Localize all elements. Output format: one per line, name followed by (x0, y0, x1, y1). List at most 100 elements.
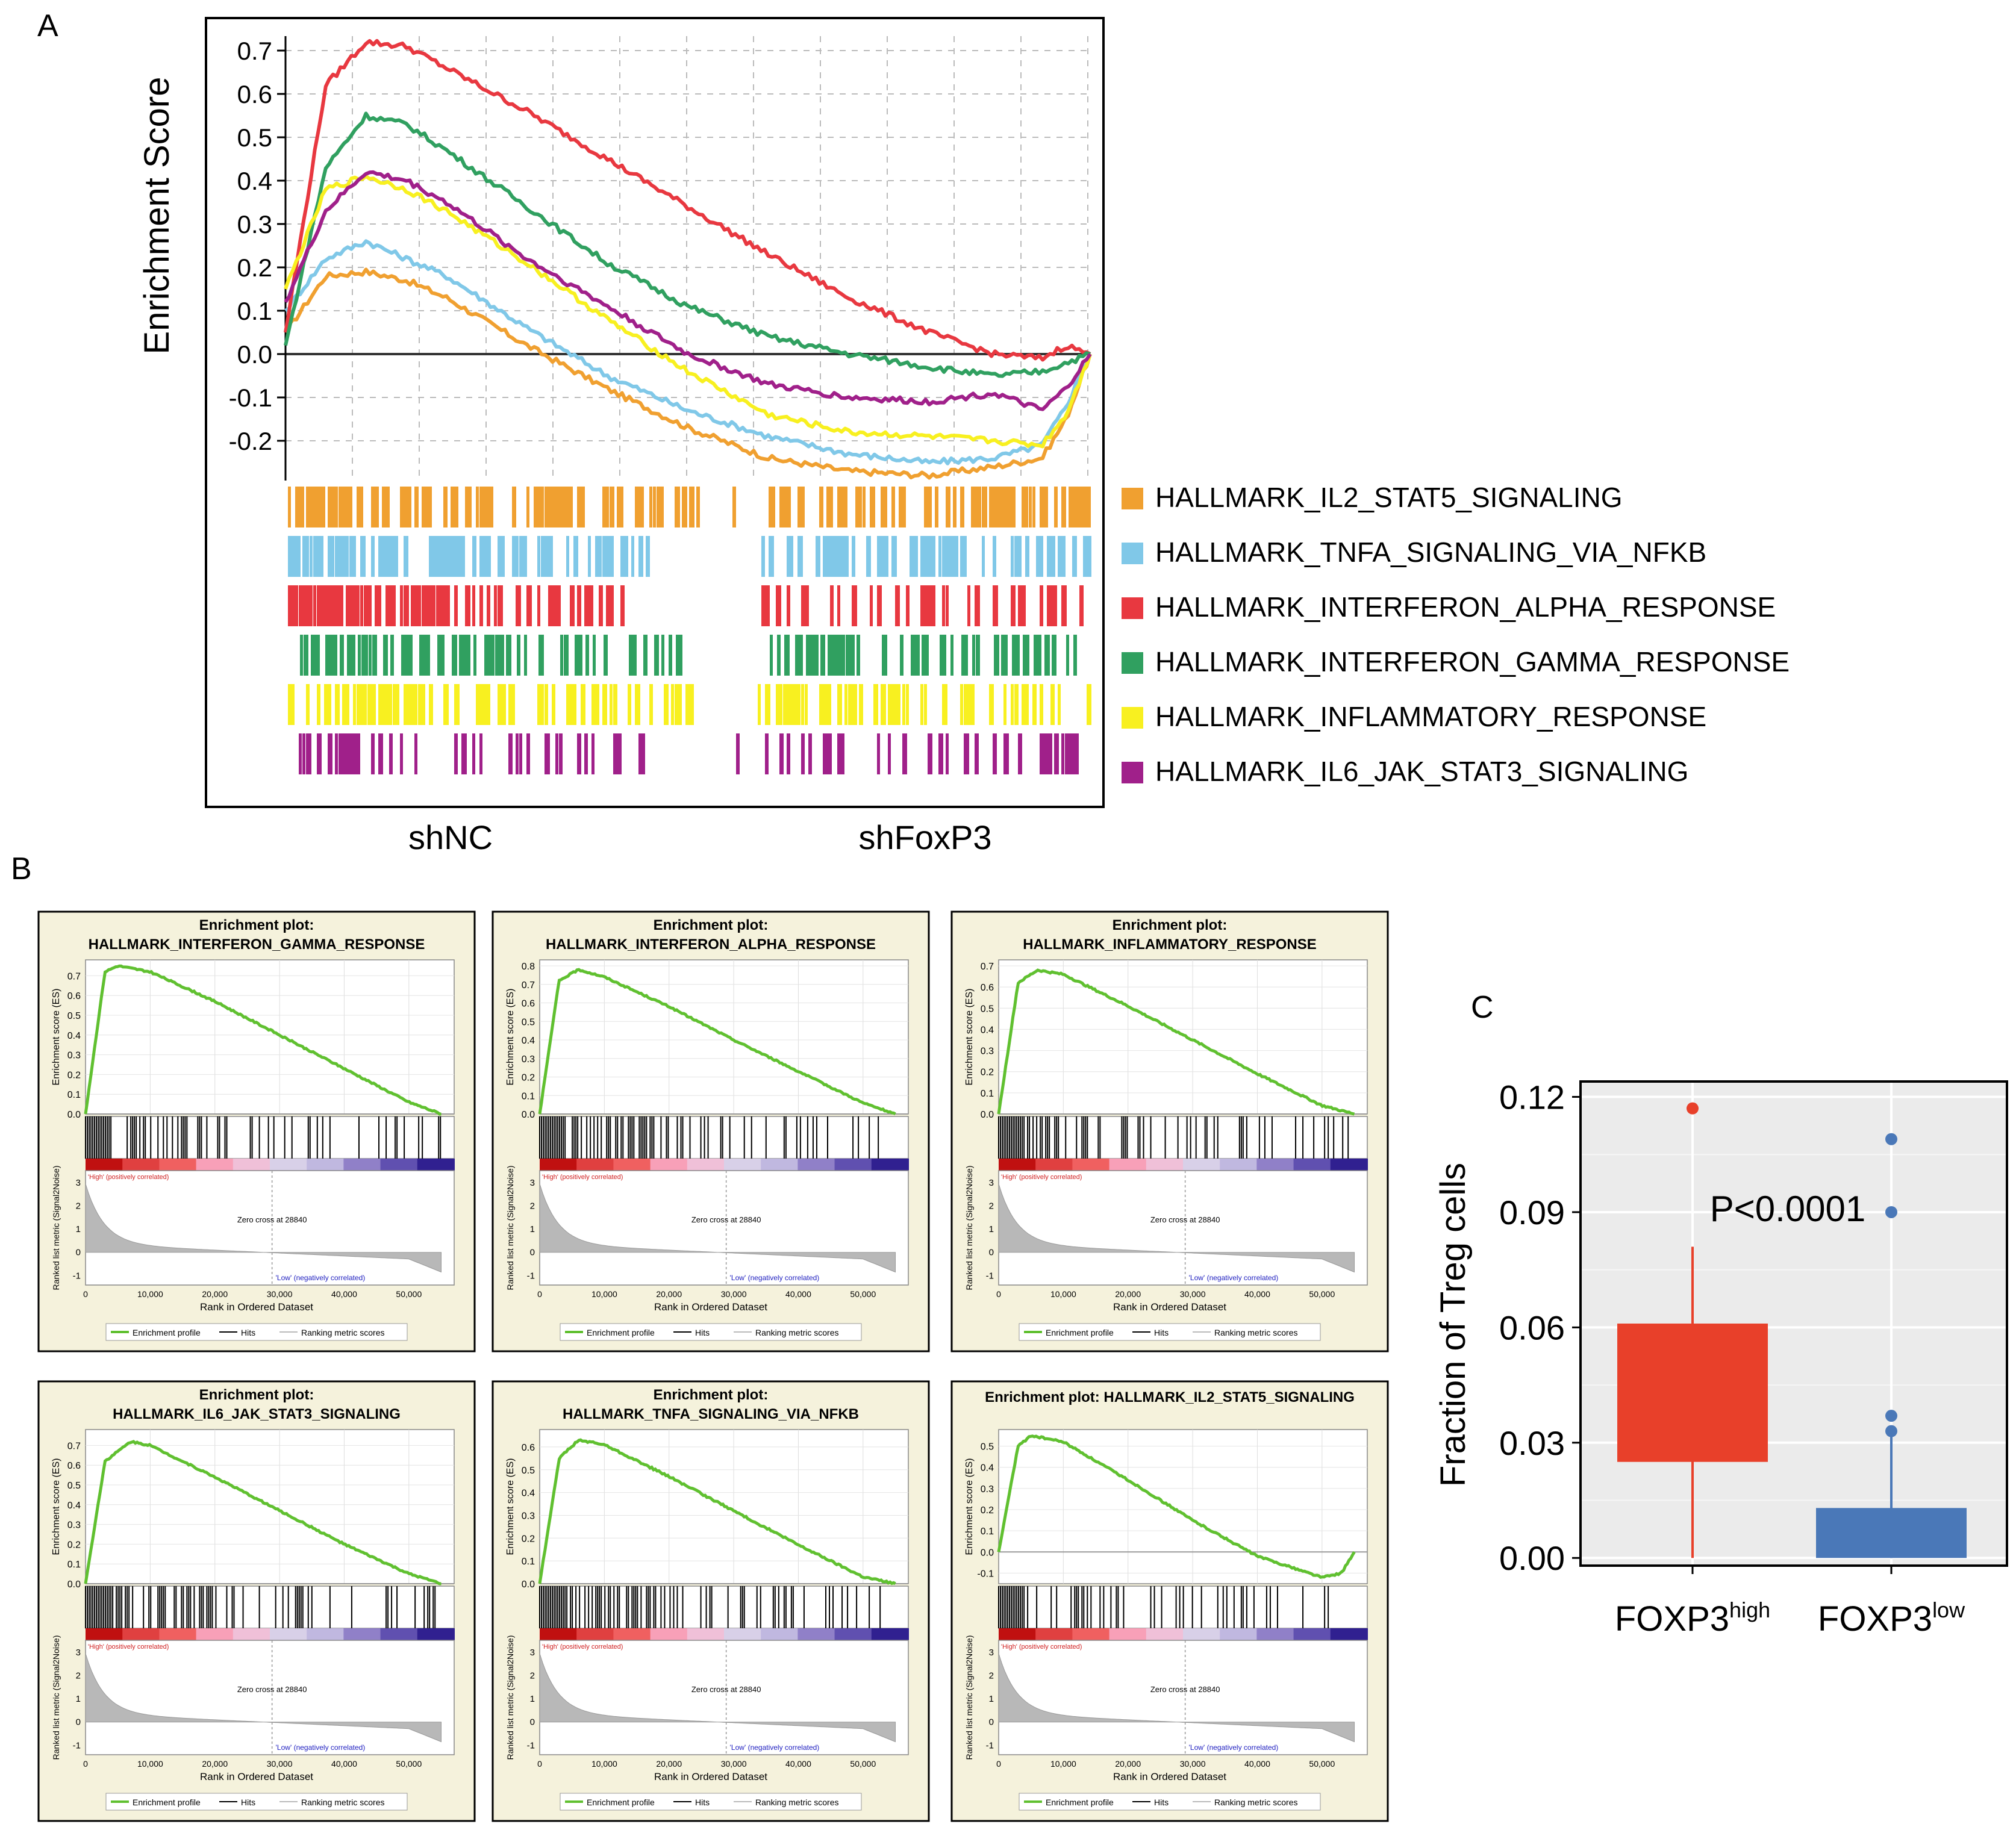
a-hit-mark (676, 635, 681, 676)
a-hit-mark (463, 635, 467, 676)
a-hit-mark (299, 733, 302, 774)
a-hit-mark (779, 487, 784, 527)
a-hit-mark (443, 487, 448, 527)
gsea-heat-segment (613, 1159, 651, 1171)
panel-a-lines (284, 39, 1092, 480)
a-hit-mark (877, 585, 882, 626)
a-hit-mark (346, 487, 350, 527)
a-hit-mark (501, 684, 506, 725)
a-legend-label: HALLMARK_INFLAMMATORY_RESPONSE (1155, 701, 1706, 732)
gsea-ytick-label: 0.5 (522, 1466, 535, 1476)
a-hit-mark (920, 536, 925, 577)
a-ytick-label: 0.0 (237, 340, 272, 369)
a-hit-mark (517, 635, 520, 676)
gsea-metric-tick: 1 (989, 1224, 994, 1234)
a-hit-mark (506, 635, 511, 676)
gsea-metric-tick: -1 (986, 1271, 994, 1281)
a-hit-mark (577, 733, 581, 774)
a-hit-mark (653, 487, 656, 527)
a-hit-mark (953, 487, 957, 527)
gsea-title-line1: Enrichment plot: (654, 917, 769, 933)
a-legend-label: HALLMARK_INTERFERON_GAMMA_RESPONSE (1155, 646, 1790, 677)
gsea-es-axis-label: Enrichment score (ES) (964, 989, 975, 1086)
a-hit-mark (993, 487, 997, 527)
a-hit-mark (447, 585, 450, 626)
a-hit-mark (679, 635, 682, 676)
gsea-es-line (84, 1440, 442, 1586)
a-hit-mark (924, 487, 929, 527)
a-hit-mark (835, 635, 838, 676)
gsea-plot: Enrichment plot: HALLMARK_INFLAMMATORY_RE… (950, 910, 1389, 1352)
gsea-metric-area-fill (539, 1183, 896, 1273)
a-hit-mark (1023, 635, 1028, 676)
a-hit-mark (414, 585, 419, 626)
c-outlier (1885, 1410, 1897, 1422)
a-hit-mark (588, 585, 593, 626)
a-hit-mark (371, 487, 376, 527)
gsea-heat-segment (417, 1628, 455, 1640)
a-hit-mark (317, 684, 320, 725)
c-ytick-label: 0.12 (1499, 1078, 1565, 1116)
a-hit-mark (841, 536, 846, 577)
gsea-metric-area (539, 1170, 909, 1286)
gsea-xtick: 50,000 (396, 1759, 422, 1769)
gsea-es-axis-label: Enrichment score (ES) (964, 1458, 975, 1555)
a-hit-mark (418, 585, 421, 626)
panel-a-legend: HALLMARK_IL2_STAT5_SIGNALING HALLMARK_TNF… (1122, 482, 1790, 787)
gsea-low-label: 'Low' (negatively correlated) (730, 1274, 820, 1282)
gsea-xtick: 10,000 (1050, 1759, 1076, 1769)
c-box (1816, 1508, 1967, 1558)
a-hit-mark (938, 536, 941, 577)
a-hit-mark (602, 684, 607, 725)
a-hit-mark (1061, 585, 1067, 626)
gsea-ytick-label: 0.2 (981, 1505, 994, 1516)
a-hit-mark (329, 635, 333, 676)
a-hit-mark (400, 733, 403, 774)
a-hit-mark (422, 684, 425, 725)
gsea-legend-ranking: Ranking metric scores (1214, 1328, 1298, 1337)
gsea-heat-segment (1072, 1159, 1110, 1171)
a-hit-mark (292, 585, 295, 626)
a-hit-mark (852, 536, 855, 577)
a-ytick-label: 0.6 (237, 80, 272, 108)
a-hit-mark (328, 487, 332, 527)
a-hit-mark (1072, 487, 1077, 527)
a-hit-mark (325, 635, 331, 676)
a-hit-mark (304, 635, 308, 676)
gsea-heat-segment (343, 1628, 381, 1640)
gsea-metric-tick: 2 (76, 1201, 81, 1212)
a-hit-mark (524, 635, 527, 676)
a-hit-mark (389, 733, 393, 774)
a-hit-mark (779, 684, 782, 725)
a-hit-mark (429, 684, 433, 725)
a-hit-mark (429, 487, 432, 527)
gsea-metric-axis-label: Ranked list metric (Signal2Noise) (964, 1166, 974, 1290)
a-hit-mark (649, 684, 653, 725)
a-hit-mark (852, 585, 857, 626)
gsea-metric-area-fill (998, 1183, 1355, 1273)
a-hit-mark (570, 487, 573, 527)
a-hit-mark (411, 684, 415, 725)
a-hit-mark (317, 487, 322, 527)
a-hit-mark (537, 585, 540, 626)
a-hit-mark (1044, 635, 1050, 676)
a-hit-mark (848, 684, 852, 725)
a-hit-mark (487, 684, 490, 725)
gsea-xtick: 10,000 (591, 1289, 617, 1299)
gsea-ytick-label: 0.7 (522, 980, 535, 991)
gsea-xtick: 50,000 (1309, 1759, 1335, 1769)
a-legend-swatch (1122, 652, 1143, 674)
a-hit-mark (593, 635, 596, 676)
panel-c-pvalue: P<0.0001 (1710, 1189, 1866, 1229)
a-hit-mark (577, 585, 581, 626)
gsea-heat-segment (196, 1628, 234, 1640)
a-hit-mark (538, 635, 544, 676)
a-hit-mark (1022, 487, 1026, 527)
a-hit-mark (950, 635, 953, 676)
a-hit-mark (306, 487, 311, 527)
a-hit-mark (787, 684, 791, 725)
a-hit-mark (346, 733, 351, 774)
a-hit-mark (946, 536, 950, 577)
a-hit-mark (1011, 684, 1014, 725)
gsea-zero-cross-label: Zero cross at 28840 (1150, 1215, 1220, 1224)
